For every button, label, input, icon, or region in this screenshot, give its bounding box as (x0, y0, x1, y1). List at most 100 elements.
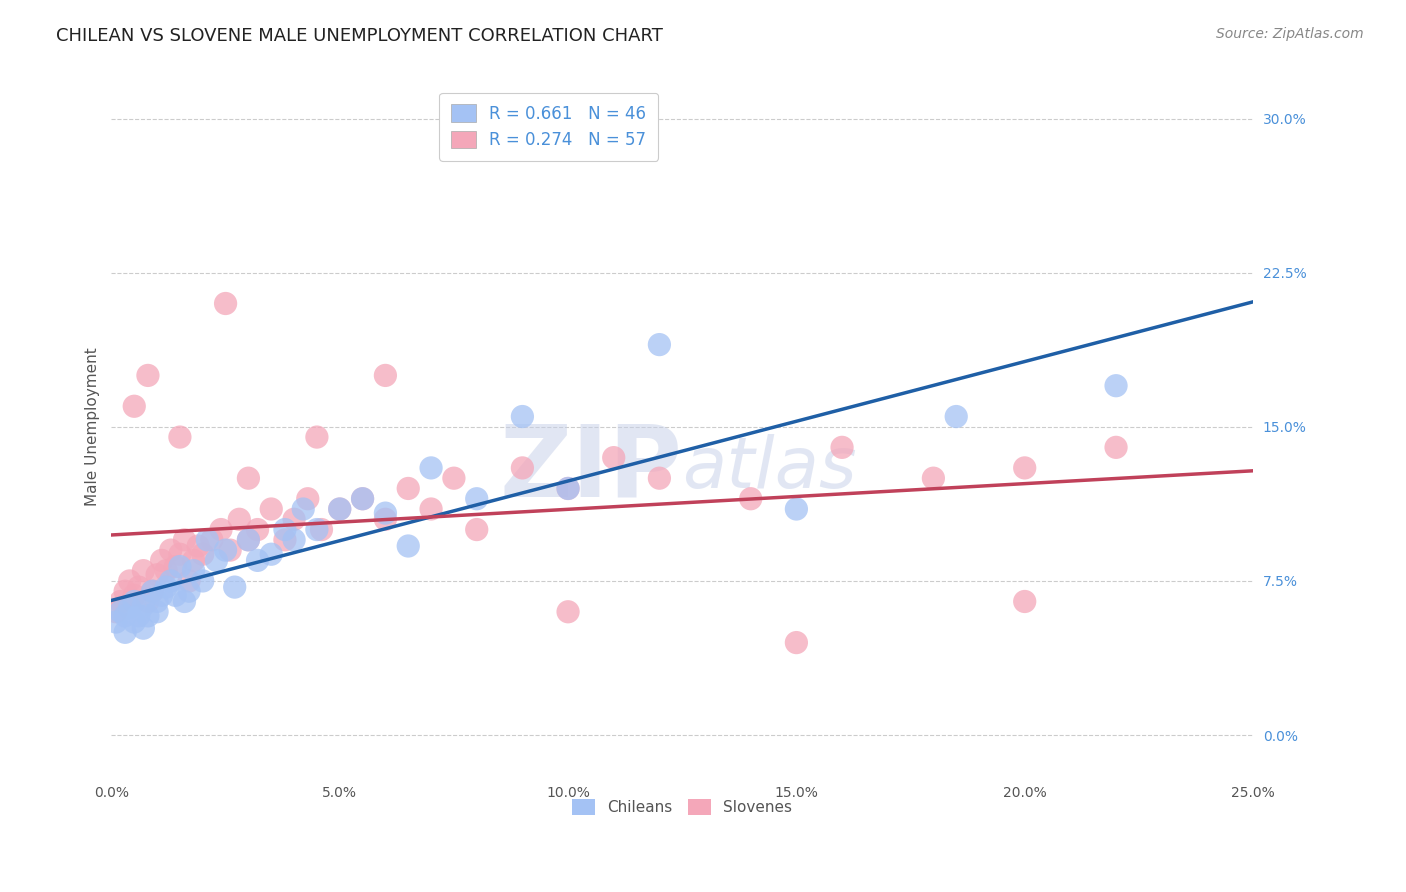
Point (228, 512, 250, 526)
Point (201, 533, 224, 547)
Point (305, 523, 328, 537)
Point (118, 600, 141, 615)
Point (238, 471, 260, 485)
Point (136, 608, 159, 623)
Point (132, 564, 155, 578)
Point (214, 296, 236, 310)
Point (183, 553, 205, 567)
Point (155, 564, 177, 578)
Point (1105, 441, 1128, 455)
Point (114, 608, 136, 623)
Point (922, 471, 945, 485)
Point (246, 523, 269, 537)
Point (311, 523, 333, 537)
Point (169, 559, 191, 574)
Point (146, 605, 169, 619)
Point (740, 491, 762, 506)
Point (648, 471, 671, 485)
Point (136, 594, 159, 608)
Point (146, 567, 169, 582)
Point (128, 608, 150, 623)
Point (191, 574, 214, 588)
Point (246, 553, 269, 567)
Point (260, 502, 283, 516)
Point (159, 574, 181, 588)
Point (420, 461, 443, 475)
Point (159, 543, 181, 558)
Text: atlas: atlas (682, 434, 856, 503)
Point (648, 337, 671, 351)
Point (187, 539, 209, 553)
Point (238, 533, 260, 547)
Point (260, 547, 283, 561)
Point (557, 605, 579, 619)
Point (110, 605, 132, 619)
Point (374, 506, 396, 520)
Text: Source: ZipAtlas.com: Source: ZipAtlas.com (1216, 27, 1364, 41)
Point (141, 584, 163, 599)
Point (1014, 461, 1036, 475)
Point (177, 574, 200, 588)
Point (122, 588, 145, 602)
Point (785, 635, 807, 649)
Point (141, 584, 163, 599)
Legend: Chileans, Slovenes: Chileans, Slovenes (564, 790, 801, 824)
Point (104, 615, 127, 629)
Point (132, 599, 155, 613)
Point (283, 533, 305, 547)
Point (165, 588, 187, 602)
Point (165, 559, 187, 574)
Point (122, 399, 145, 413)
Point (305, 430, 328, 444)
Y-axis label: Male Unemployment: Male Unemployment (86, 347, 100, 506)
Point (169, 430, 191, 444)
Point (132, 621, 155, 635)
Point (214, 543, 236, 558)
Point (283, 512, 305, 526)
Point (374, 512, 396, 526)
Point (110, 594, 132, 608)
Point (238, 533, 260, 547)
Point (183, 564, 205, 578)
Point (274, 533, 297, 547)
Point (224, 580, 246, 594)
Point (195, 533, 218, 547)
Point (209, 523, 232, 537)
Point (512, 409, 534, 424)
Point (122, 615, 145, 629)
Point (396, 482, 419, 496)
Point (557, 482, 579, 496)
Point (155, 580, 177, 594)
Point (465, 523, 488, 537)
Point (150, 588, 173, 602)
Point (465, 491, 488, 506)
Point (136, 368, 159, 383)
Point (219, 543, 242, 558)
Point (177, 584, 200, 599)
Point (396, 539, 419, 553)
Text: CHILEAN VS SLOVENE MALE UNEMPLOYMENT CORRELATION CHART: CHILEAN VS SLOVENE MALE UNEMPLOYMENT COR… (56, 27, 664, 45)
Point (352, 491, 374, 506)
Point (169, 547, 191, 561)
Point (374, 368, 396, 383)
Point (603, 450, 626, 465)
Point (150, 553, 173, 567)
Point (420, 502, 443, 516)
Point (292, 502, 315, 516)
Point (173, 533, 195, 547)
Point (831, 441, 853, 455)
Point (274, 523, 297, 537)
Point (114, 584, 136, 599)
Point (1014, 594, 1036, 608)
Point (173, 594, 195, 608)
Point (191, 547, 214, 561)
Point (205, 553, 228, 567)
Point (352, 491, 374, 506)
Point (104, 605, 127, 619)
Point (122, 594, 145, 608)
Point (118, 574, 141, 588)
Point (512, 461, 534, 475)
Point (945, 409, 967, 424)
Point (1105, 378, 1128, 392)
Point (146, 594, 169, 608)
